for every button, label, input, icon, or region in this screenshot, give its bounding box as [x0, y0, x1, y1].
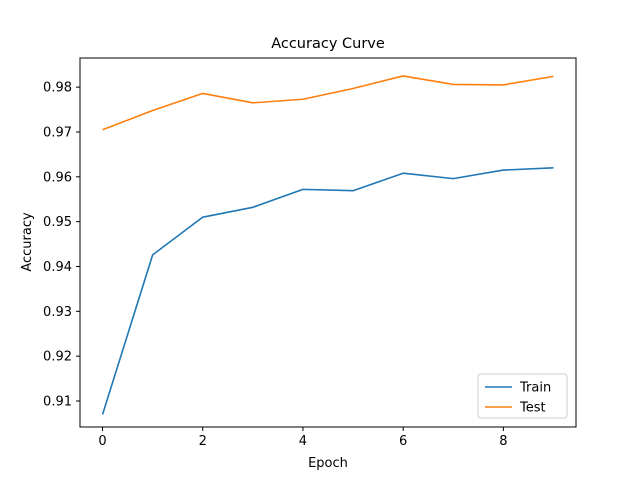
chart-title: Accuracy Curve	[271, 36, 385, 52]
y-axis: 0.91 0.92 0.93 0.94 0.95 0.96 0.97 0.98	[43, 81, 80, 409]
legend-label-test: Test	[519, 401, 546, 416]
y-tick-label: 0.92	[43, 350, 72, 365]
x-axis-label: Epoch	[308, 456, 348, 471]
series-line-test	[102, 75, 554, 131]
legend: Train Test	[477, 373, 568, 419]
x-tick-label: 6	[399, 434, 407, 449]
x-tick-label: 0	[98, 434, 106, 449]
x-tick-label: 4	[299, 434, 307, 449]
x-tick-label: 8	[499, 434, 507, 449]
y-tick-label: 0.98	[43, 81, 72, 96]
x-tick-label: 2	[199, 434, 207, 449]
y-tick-label: 0.94	[43, 260, 72, 275]
y-axis-label: Accuracy	[20, 212, 35, 272]
y-tick-label: 0.91	[43, 394, 72, 409]
y-tick-label: 0.96	[43, 170, 72, 185]
legend-label-train: Train	[519, 381, 551, 396]
y-tick-label: 0.97	[43, 125, 72, 140]
series-lines	[101, 75, 554, 415]
plot-area	[79, 57, 577, 428]
x-axis: 0 2 4 6 8	[98, 427, 507, 449]
y-tick-label: 0.95	[43, 215, 72, 230]
y-tick-label: 0.93	[43, 305, 72, 320]
series-line-train	[101, 167, 554, 415]
